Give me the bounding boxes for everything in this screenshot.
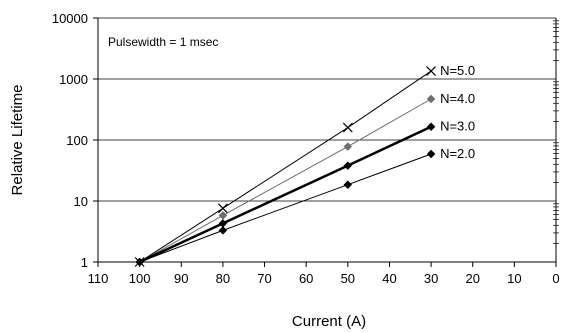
x-tick-label-0: 110 [88, 271, 109, 286]
series-layer [134, 66, 437, 267]
y-tick-label-2: 100 [66, 133, 88, 148]
data-point-N=2.0-3 [426, 149, 436, 159]
x-tick-label-2: 90 [174, 271, 188, 286]
x-tick-label-4: 70 [257, 271, 271, 286]
data-point-N=2.0-0 [135, 257, 144, 267]
x-axis-title: Current (A) [292, 313, 366, 330]
data-point-N=4.0-3 [426, 94, 436, 104]
y-axis-title: Relative Lifetime [9, 85, 26, 196]
series-line-N=3.0 [139, 125, 432, 264]
y-tick-label-4: 10000 [52, 11, 88, 26]
x-tick-label-9: 20 [465, 271, 479, 286]
data-point-N=3.0-2 [343, 161, 353, 170]
series-label-N=3.0: N=3.0 [440, 119, 475, 134]
axes [93, 17, 557, 267]
series-label-N=4.0: N=4.0 [440, 91, 475, 106]
x-tick-label-8: 30 [424, 271, 438, 286]
x-tick-label-3: 80 [216, 271, 230, 286]
series-label-N=5.0: N=5.0 [440, 63, 475, 78]
data-point-N=4.0-1 [218, 211, 228, 220]
series-line-N=4.0 [139, 98, 432, 263]
data-point-N=2.0-2 [343, 180, 353, 190]
grid-lines [98, 17, 556, 263]
series-line-N=5.0 [139, 70, 432, 263]
data-point-N=3.0-3 [426, 122, 436, 132]
data-point-N=5.0-2 [342, 122, 353, 133]
data-point-N=5.0-1 [217, 203, 228, 214]
y-tick-label-0: 1 [81, 255, 88, 270]
y-tick-label-3: 1000 [59, 72, 88, 87]
x-tick-label-5: 60 [299, 271, 313, 286]
data-point-N=5.0-3 [426, 66, 437, 76]
data-point-N=2.0-1 [218, 226, 228, 235]
y-tick-label-1: 10 [74, 194, 88, 209]
data-point-N=4.0-2 [343, 142, 353, 151]
x-tick-label-10: 10 [507, 271, 521, 286]
x-tick-label-7: 40 [382, 271, 396, 286]
x-tick-label-6: 50 [341, 271, 355, 286]
series-label-N=2.0: N=2.0 [440, 146, 475, 161]
x-tick-label-11: 0 [552, 271, 559, 286]
x-tick-label-1: 100 [129, 271, 151, 286]
series-line-N=2.0 [139, 153, 432, 263]
annotation-text: Pulsewidth = 1 msec [108, 35, 218, 49]
